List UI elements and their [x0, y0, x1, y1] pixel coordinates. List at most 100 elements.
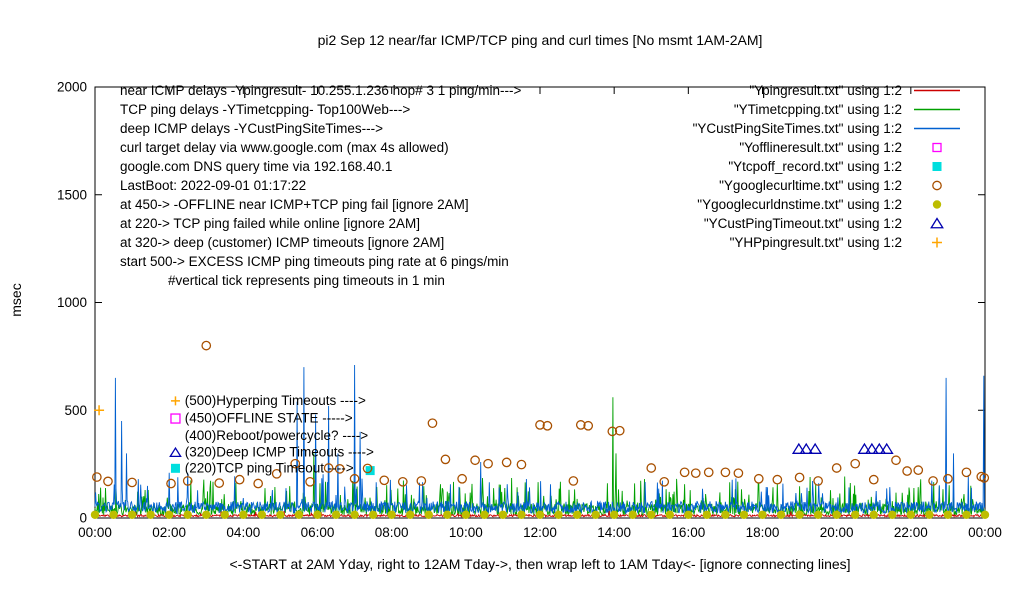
point-Ygooglecurltime: [427, 418, 438, 429]
point-Ygooglecurltime: [568, 476, 579, 486]
point-YCustPingTimeout: [791, 442, 806, 454]
point-Ygooglecurltime: [323, 463, 334, 473]
point-Ygooglecurldnstime: [869, 510, 878, 519]
level-label: (220)TCP ping Timeout ---->: [185, 460, 354, 475]
point-Ygooglecurldnstime: [202, 510, 211, 519]
point-Ygooglecurltime: [397, 476, 408, 487]
point-Ygooglecurldnstime: [387, 510, 396, 519]
x-tick-label: 00:00: [78, 525, 112, 540]
legend-sample-icon: [930, 217, 944, 229]
x-tick-label: 04:00: [226, 525, 260, 540]
legend-sample-icon: [932, 142, 942, 153]
legend-label: "YHPpingresult.txt" using 1:2: [729, 235, 902, 250]
point-Ygooglecurldnstime: [813, 510, 823, 519]
point-Ygooglecurltime: [166, 478, 176, 489]
point-Ygooglecurldnstime: [721, 510, 730, 519]
point-Ygooglecurltime: [720, 467, 731, 478]
point-Ygooglecurldnstime: [980, 510, 990, 519]
point-Ygooglecurltime: [979, 473, 990, 483]
annotation-line: at 320-> deep (customer) ICMP timeouts […: [120, 235, 445, 250]
point-Ygooglecurltime: [92, 472, 102, 482]
point-Ygooglecurldnstime: [220, 510, 229, 519]
point-Ygooglecurltime: [868, 474, 879, 485]
legend-sample-Ygooglecurltime: [908, 178, 966, 193]
annotation-line: deep ICMP delays -YCustPingSiteTimes--->: [120, 121, 383, 136]
point-Ygooglecurldnstime: [498, 510, 508, 519]
point-Ygooglecurldnstime: [517, 510, 526, 519]
point-Ygooglecurldnstime: [832, 510, 841, 519]
point-Ygooglecurltime: [379, 475, 390, 486]
annotation-line: at 220-> TCP ping failed while online [i…: [120, 216, 421, 231]
point-Ygooglecurldnstime: [739, 510, 749, 519]
legend-row: "Ygooglecurldnstime.txt" using 1:2: [560, 195, 966, 214]
point-Ygooglecurldnstime: [480, 510, 489, 519]
point-Ygooglecurltime: [607, 426, 618, 437]
point-Ygooglecurltime: [416, 476, 427, 486]
point-Ygooglecurltime: [127, 477, 137, 488]
level-label: (320)Deep ICMP Timeouts ---->: [185, 445, 374, 460]
legend-sample-icon: [932, 237, 942, 248]
point-Ygooglecurldnstime: [758, 510, 767, 519]
point-Ygooglecurltime: [646, 463, 657, 473]
point-YCustPingTimeout: [879, 442, 894, 454]
y-tick-label: 2000: [57, 80, 87, 95]
point-YHPpingresult: [94, 405, 105, 416]
point-Ygooglecurldnstime: [331, 510, 341, 519]
legend-label: "YCustPingSiteTimes.txt" using 1:2: [692, 121, 902, 136]
point-YCustPingTimeout: [857, 442, 872, 454]
point-Ygooglecurltime: [753, 473, 764, 484]
legend-sample-YCustPingTimeout: [908, 216, 966, 231]
level-marker: [169, 446, 182, 458]
point-Ygooglecurldnstime: [684, 510, 693, 519]
point-Ygooglecurltime: [457, 473, 467, 484]
legend-sample-icon: [914, 89, 960, 92]
point-Ygooglecurldnstime: [461, 510, 471, 519]
x-tick-label: 14:00: [597, 525, 631, 540]
point-Ygooglecurldnstime: [406, 510, 415, 519]
point-Ygooglecurltime: [305, 476, 315, 487]
x-tick-label: 22:00: [894, 525, 928, 540]
legend-marker-sample: [932, 237, 942, 248]
legend-sample-Ypingresult: [908, 83, 966, 98]
legend-sample-icon: [914, 108, 960, 111]
point-Ygooglecurltime: [349, 473, 360, 484]
point-Ygooglecurltime: [961, 467, 972, 478]
legend-row: "Ygooglecurltime.txt" using 1:2: [560, 176, 966, 195]
point-Ygooglecurldnstime: [776, 510, 786, 519]
level-label: (500)Hyperping Timeouts ---->: [185, 393, 366, 408]
point-Ygooglecurldnstime: [665, 510, 674, 519]
point-Ygooglecurltime: [483, 458, 493, 469]
point-Ygooglecurltime: [271, 468, 282, 479]
chart-title: pi2 Sep 12 near/far ICMP/TCP ping and cu…: [317, 32, 763, 48]
point-Ygooglecurltime: [913, 465, 924, 476]
legend-sample-icon: [914, 127, 960, 130]
point-Ygooglecurltime: [334, 464, 345, 474]
point-Ygooglecurltime: [733, 468, 744, 479]
point-Ygooglecurltime: [614, 425, 625, 436]
point-Ygooglecurldnstime: [535, 510, 545, 519]
legend-sample-icon: [932, 200, 942, 209]
point-Ygooglecurldnstime: [851, 510, 860, 519]
point-Ygooglecurldnstime: [925, 510, 934, 519]
legend-row: "Ypingresult.txt" using 1:2: [560, 81, 966, 100]
point-Ygooglecurltime: [659, 476, 670, 487]
point-YCustPingTimeout: [872, 442, 887, 454]
point-Ygooglecurltime: [583, 420, 594, 431]
point-Ygooglecurltime: [103, 476, 113, 487]
annotation-line: start 500-> EXCESS ICMP ping timeouts pi…: [120, 254, 509, 269]
point-Ygooglecurldnstime: [962, 510, 971, 519]
x-tick-label: 00:00: [968, 525, 1002, 540]
legend-marker-sample: [932, 200, 942, 209]
x-tick-label: 02:00: [152, 525, 186, 540]
legend-marker-sample: [930, 217, 944, 229]
point-YCustPingTimeout: [864, 442, 879, 454]
point-Ygooglecurltime: [772, 474, 783, 485]
point-Ygooglecurldnstime: [888, 510, 897, 519]
point-YCustPingTimeout: [799, 442, 814, 454]
point-Ygooglecurldnstime: [350, 510, 359, 519]
point-Ygooglecurltime: [542, 420, 553, 431]
point-Ygooglecurltime: [516, 459, 527, 470]
legend-sample-Ygooglecurldnstime: [908, 197, 966, 212]
